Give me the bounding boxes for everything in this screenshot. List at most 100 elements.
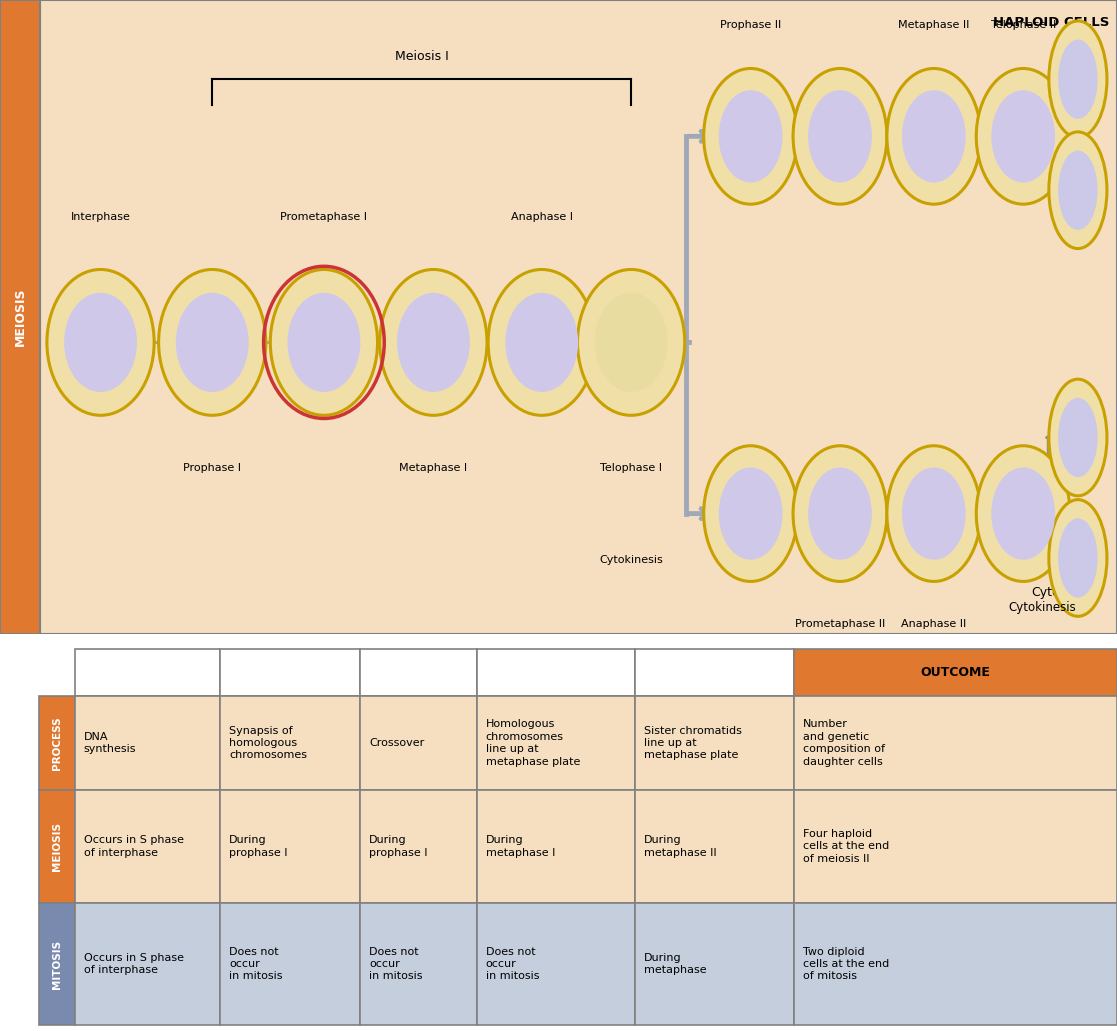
Text: During
metaphase II: During metaphase II xyxy=(645,835,717,858)
Bar xyxy=(75,696,220,790)
Ellipse shape xyxy=(287,293,361,392)
Bar xyxy=(39,696,75,790)
Bar xyxy=(636,903,793,1025)
Text: Metaphase I: Metaphase I xyxy=(400,463,467,473)
Ellipse shape xyxy=(175,293,249,392)
Text: During
prophase I: During prophase I xyxy=(229,835,287,858)
Ellipse shape xyxy=(828,717,926,913)
Text: Crossover: Crossover xyxy=(370,738,424,749)
Ellipse shape xyxy=(808,467,872,560)
Ellipse shape xyxy=(991,467,1056,560)
Ellipse shape xyxy=(704,445,798,581)
Ellipse shape xyxy=(909,717,1008,913)
Text: Prometaphase: Prometaphase xyxy=(659,946,744,960)
Text: During
prophase I: During prophase I xyxy=(370,835,428,858)
Text: Metaphase II: Metaphase II xyxy=(898,21,970,31)
Ellipse shape xyxy=(64,293,137,392)
Bar xyxy=(39,903,75,1025)
Bar xyxy=(75,790,220,903)
Ellipse shape xyxy=(581,747,648,883)
Bar xyxy=(477,696,636,790)
Bar xyxy=(636,696,793,790)
Text: Interphase: Interphase xyxy=(70,212,131,222)
Text: Number
and genetic
composition of
daughter cells: Number and genetic composition of daught… xyxy=(802,720,885,767)
Ellipse shape xyxy=(887,68,981,204)
Bar xyxy=(636,790,793,903)
Ellipse shape xyxy=(808,90,872,182)
Text: Telophase: Telophase xyxy=(929,670,987,684)
Text: During
metaphase I: During metaphase I xyxy=(486,835,555,858)
Text: OUTCOME: OUTCOME xyxy=(920,666,991,679)
Ellipse shape xyxy=(925,747,992,883)
Text: Prophase I: Prophase I xyxy=(183,463,241,473)
Ellipse shape xyxy=(991,90,1056,182)
Bar xyxy=(220,903,361,1025)
Text: Metaphase: Metaphase xyxy=(756,670,821,684)
Text: Prometaphase I: Prometaphase I xyxy=(280,212,367,222)
Ellipse shape xyxy=(397,293,470,392)
Ellipse shape xyxy=(976,445,1070,581)
Bar xyxy=(477,790,636,903)
Bar xyxy=(361,696,477,790)
Ellipse shape xyxy=(1047,661,1109,804)
Bar xyxy=(220,696,361,790)
Text: Interphase: Interphase xyxy=(83,663,145,676)
Text: DNA
synthesis: DNA synthesis xyxy=(84,732,136,755)
Text: MITOSIS: MITOSIS xyxy=(51,939,61,989)
Text: Anaphase II: Anaphase II xyxy=(901,620,966,630)
Text: Anaphase: Anaphase xyxy=(848,946,906,960)
Text: Synapsis of
homologous
chromosomes: Synapsis of homologous chromosomes xyxy=(229,726,307,761)
Bar xyxy=(793,903,1117,1025)
Ellipse shape xyxy=(1049,500,1107,617)
Ellipse shape xyxy=(1047,831,1109,974)
Text: Occurs in S phase
of interphase: Occurs in S phase of interphase xyxy=(84,953,183,975)
Ellipse shape xyxy=(652,717,751,913)
Bar xyxy=(361,903,477,1025)
Bar xyxy=(361,790,477,903)
Text: Homologous
chromosomes
line up at
metaphase plate: Homologous chromosomes line up at metaph… xyxy=(486,720,580,767)
Text: Meiosis I: Meiosis I xyxy=(394,51,449,63)
Ellipse shape xyxy=(505,293,579,392)
Ellipse shape xyxy=(1058,519,1098,598)
Ellipse shape xyxy=(1049,132,1107,248)
Ellipse shape xyxy=(901,90,966,182)
Ellipse shape xyxy=(887,445,981,581)
Text: Does not
occur
in mitosis: Does not occur in mitosis xyxy=(370,946,422,982)
Bar xyxy=(39,790,75,903)
Bar xyxy=(75,903,220,1025)
Ellipse shape xyxy=(380,269,487,415)
Ellipse shape xyxy=(577,269,685,415)
Ellipse shape xyxy=(718,467,783,560)
Ellipse shape xyxy=(793,68,887,204)
Bar xyxy=(220,790,361,903)
Text: Cytokinesis: Cytokinesis xyxy=(599,555,663,565)
Bar xyxy=(636,650,793,696)
Ellipse shape xyxy=(843,747,910,883)
Ellipse shape xyxy=(718,90,783,182)
Text: Cytokinesis: Cytokinesis xyxy=(1009,601,1076,613)
Bar xyxy=(793,650,1117,696)
Ellipse shape xyxy=(47,269,154,415)
Text: During
metaphase: During metaphase xyxy=(645,953,707,975)
Bar xyxy=(477,903,636,1025)
Ellipse shape xyxy=(270,269,378,415)
Text: Prophase II: Prophase II xyxy=(720,21,781,31)
Text: Occurs in S phase
of interphase: Occurs in S phase of interphase xyxy=(84,835,183,858)
Ellipse shape xyxy=(60,708,168,921)
Ellipse shape xyxy=(739,717,838,913)
Text: DIPLOID CELLS: DIPLOID CELLS xyxy=(999,970,1109,984)
Ellipse shape xyxy=(793,445,887,581)
Ellipse shape xyxy=(704,68,798,204)
Ellipse shape xyxy=(668,747,735,883)
Ellipse shape xyxy=(901,467,966,560)
Ellipse shape xyxy=(1058,39,1098,119)
Ellipse shape xyxy=(1058,398,1098,477)
Text: Does not
occur
in mitosis: Does not occur in mitosis xyxy=(486,946,540,982)
Ellipse shape xyxy=(1058,151,1098,230)
Ellipse shape xyxy=(1057,855,1099,952)
Ellipse shape xyxy=(1049,379,1107,496)
Bar xyxy=(0,0,40,634)
Ellipse shape xyxy=(755,747,822,883)
Ellipse shape xyxy=(159,269,266,415)
Bar xyxy=(75,650,220,696)
